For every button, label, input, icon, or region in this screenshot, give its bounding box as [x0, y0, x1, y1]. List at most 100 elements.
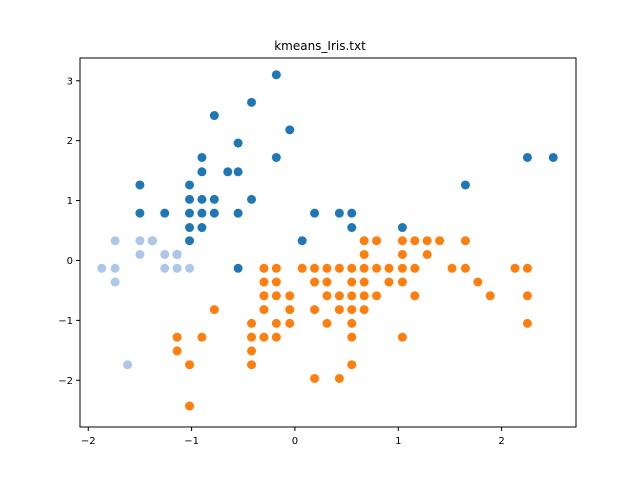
data-point-cluster-0-4	[233, 138, 243, 148]
data-point-cluster-2-71	[310, 373, 320, 383]
data-point-cluster-1-0	[110, 236, 120, 246]
data-point-cluster-1-12	[123, 360, 133, 370]
data-point-cluster-1-1	[135, 236, 145, 246]
y-axis: −2 −1 0 1 2 3	[58, 76, 80, 387]
data-point-cluster-1-4	[160, 249, 170, 259]
data-point-cluster-2-66	[172, 346, 182, 356]
data-point-cluster-1-6	[97, 263, 107, 273]
data-point-cluster-2-2	[397, 236, 407, 246]
data-point-cluster-2-1	[372, 236, 382, 246]
y-tick-label-4: 2	[67, 136, 73, 147]
data-point-cluster-2-69	[247, 360, 257, 370]
data-point-cluster-2-54	[271, 318, 281, 328]
data-point-cluster-1-8	[160, 263, 170, 273]
data-point-cluster-2-8	[397, 249, 407, 259]
data-point-cluster-2-52	[359, 305, 369, 315]
data-point-cluster-0-1	[247, 97, 257, 107]
data-point-cluster-2-42	[372, 291, 382, 301]
data-point-cluster-1-9	[172, 263, 182, 273]
y-tick-label-3: 1	[67, 196, 73, 207]
data-point-cluster-2-31	[359, 277, 369, 287]
data-points	[97, 70, 558, 411]
data-point-cluster-2-46	[209, 305, 219, 315]
data-point-cluster-0-13	[185, 180, 195, 190]
data-point-cluster-2-58	[522, 318, 532, 328]
data-point-cluster-0-9	[197, 167, 207, 177]
data-point-cluster-0-25	[310, 208, 320, 218]
data-point-cluster-2-26	[259, 277, 269, 287]
data-point-cluster-2-41	[359, 291, 369, 301]
data-point-cluster-2-0	[359, 236, 369, 246]
data-point-cluster-2-56	[322, 318, 332, 328]
data-point-cluster-2-65	[397, 332, 407, 342]
data-point-cluster-0-23	[209, 208, 219, 218]
data-point-cluster-0-36	[233, 263, 243, 273]
data-point-cluster-0-17	[209, 194, 219, 204]
data-point-cluster-0-11	[233, 167, 243, 177]
data-point-cluster-1-7	[110, 263, 120, 273]
data-point-cluster-1-11	[110, 277, 120, 287]
data-point-cluster-0-26	[334, 208, 344, 218]
data-point-cluster-2-63	[271, 332, 281, 342]
x-tick-label-2: 0	[292, 436, 298, 447]
data-point-cluster-2-68	[185, 360, 195, 370]
data-point-cluster-2-72	[334, 373, 344, 383]
chart-title: kmeans_Iris.txt	[274, 39, 366, 53]
data-point-cluster-0-24	[233, 208, 243, 218]
data-point-cluster-2-7	[359, 249, 369, 259]
x-tick-label-3: 1	[395, 436, 401, 447]
data-point-cluster-2-73	[185, 401, 195, 411]
data-point-cluster-2-47	[259, 305, 269, 315]
data-point-cluster-2-51	[347, 305, 357, 315]
data-point-cluster-2-48	[285, 305, 295, 315]
data-point-cluster-2-35	[259, 291, 269, 301]
data-point-cluster-2-67	[247, 346, 257, 356]
data-point-cluster-0-0	[271, 70, 281, 80]
data-point-cluster-1-5	[172, 249, 182, 259]
data-point-cluster-0-20	[160, 208, 170, 218]
data-point-cluster-2-59	[172, 332, 182, 342]
data-point-cluster-2-27	[271, 277, 281, 287]
y-tick-label-5: 3	[67, 76, 73, 87]
data-point-cluster-1-3	[135, 249, 145, 259]
data-point-cluster-2-17	[359, 263, 369, 273]
data-point-cluster-2-49	[310, 305, 320, 315]
data-point-cluster-2-44	[485, 291, 495, 301]
data-point-cluster-0-33	[185, 236, 195, 246]
x-tick-label-1: −1	[184, 436, 199, 447]
data-point-cluster-2-4	[422, 236, 432, 246]
data-point-cluster-2-28	[310, 277, 320, 287]
x-tick-label-4: 2	[498, 436, 504, 447]
data-point-cluster-2-61	[247, 332, 257, 342]
data-point-cluster-0-14	[460, 180, 470, 190]
data-point-cluster-2-5	[435, 236, 445, 246]
data-point-cluster-2-60	[197, 332, 207, 342]
data-point-cluster-2-12	[297, 263, 307, 273]
data-point-cluster-2-43	[410, 291, 420, 301]
data-point-cluster-0-30	[347, 223, 357, 233]
data-point-cluster-2-20	[397, 263, 407, 273]
data-point-cluster-0-22	[197, 208, 207, 218]
x-axis: −2 −1 0 1 2	[81, 427, 505, 447]
data-point-cluster-2-53	[247, 318, 257, 328]
data-point-cluster-2-29	[322, 277, 332, 287]
data-point-cluster-2-10	[259, 263, 269, 273]
data-point-cluster-2-13	[310, 263, 320, 273]
data-point-cluster-0-15	[185, 194, 195, 204]
data-point-cluster-2-33	[397, 277, 407, 287]
x-tick-label-0: −2	[81, 436, 96, 447]
data-point-cluster-2-3	[410, 236, 420, 246]
data-point-cluster-2-18	[372, 263, 382, 273]
data-point-cluster-2-39	[334, 291, 344, 301]
data-point-cluster-2-16	[347, 263, 357, 273]
data-point-cluster-2-15	[334, 263, 344, 273]
data-point-cluster-2-36	[271, 291, 281, 301]
data-point-cluster-0-29	[197, 223, 207, 233]
data-point-cluster-2-19	[384, 263, 394, 273]
data-point-cluster-0-8	[548, 152, 558, 162]
data-point-cluster-2-40	[347, 291, 357, 301]
data-point-cluster-0-7	[522, 152, 532, 162]
y-tick-label-2: 0	[67, 256, 73, 267]
data-point-cluster-0-28	[185, 223, 195, 233]
